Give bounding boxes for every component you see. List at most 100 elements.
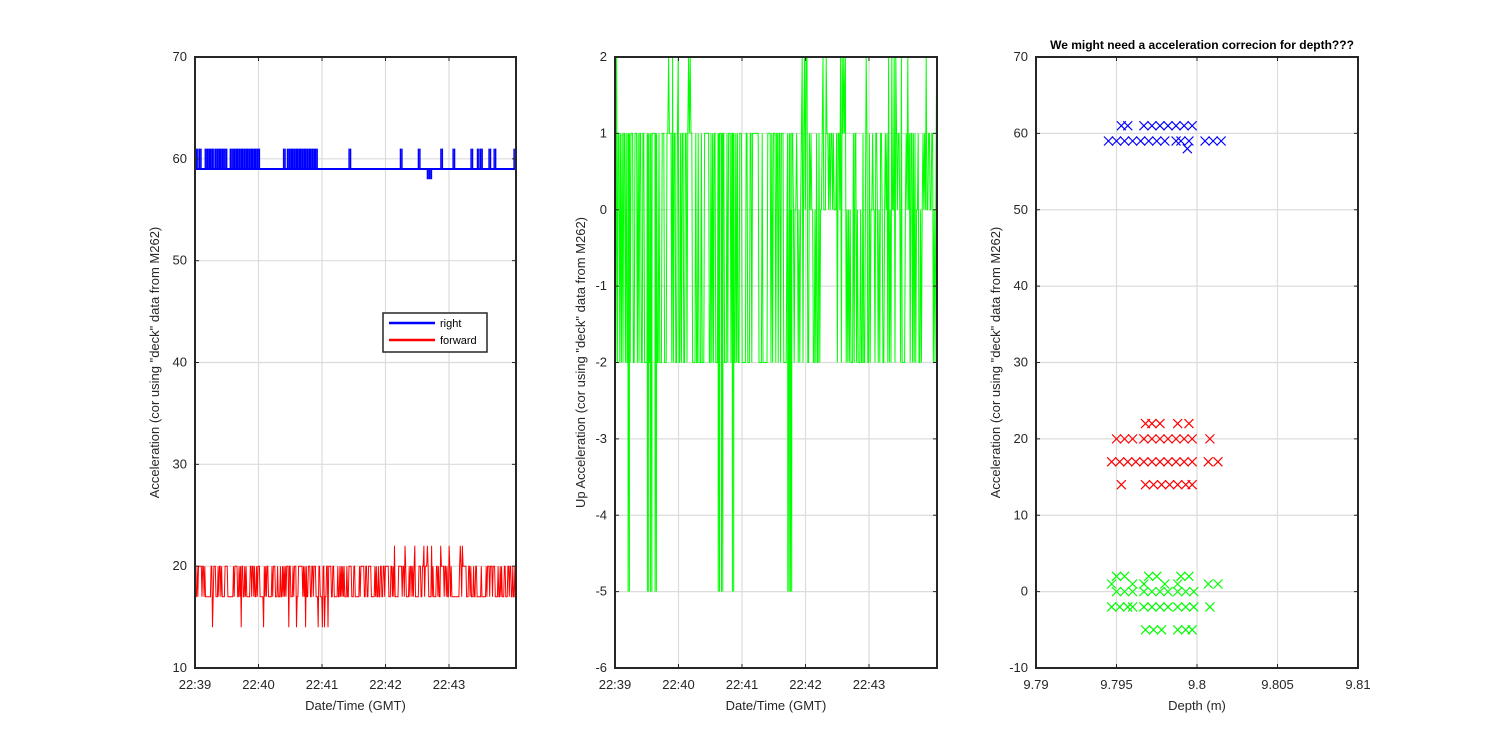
series-up-markers [1106,571,1223,635]
x-tick-label: 9.805 [1261,677,1294,692]
legend: right forward [382,312,488,353]
data-point [1163,120,1173,131]
data-point [1184,418,1194,429]
x-tick-label: 22:43 [433,677,466,692]
data-point [1127,586,1138,597]
data-point [1171,456,1181,467]
data-point [1106,579,1117,589]
data-point [1203,579,1214,589]
legend-box [382,312,488,353]
data-point [1163,586,1173,597]
data-point [1148,479,1159,490]
data-point [1204,433,1215,444]
data-point [1127,601,1138,612]
data-point [1180,586,1191,597]
data-point [1187,479,1198,490]
data-point [1163,433,1173,444]
x-tick-label: 22:40 [242,677,275,692]
data-point [1119,586,1130,597]
y-tick-label: -2 [595,355,607,370]
data-point [1188,586,1199,597]
data-point [1216,136,1227,146]
data-point [1114,456,1125,467]
data-point [1127,433,1138,444]
data-point [1148,624,1159,635]
x-axis-label: Depth (m) [1168,698,1226,713]
data-point [1188,601,1199,612]
y-tick-label: 40 [1014,278,1028,293]
data-point [1119,571,1130,582]
data-point [1111,433,1122,444]
data-point [1155,586,1165,597]
data-point [1143,571,1154,582]
data-point [1182,143,1193,154]
data-point [1172,418,1183,429]
acceleration-time-plot: right forward 10 20 30 40 50 60 70 22:39 22:40 22:4… [147,49,517,713]
data-point [1164,479,1175,490]
y-tick-label: 70 [1014,49,1028,64]
series-up-line [614,56,938,592]
data-point [1138,456,1149,467]
up-acceleration-time-plot: -6 -5 -4 -3 -2 -1 0 1 2 22:39 22:40 22:41 22:42 22:43… [573,49,938,713]
data-point [1111,586,1122,597]
data-point [1171,120,1181,131]
plot-data [1103,120,1227,635]
data-point [1119,433,1130,444]
data-point [1146,601,1157,612]
plot-data [195,148,517,628]
data-point [1116,479,1127,490]
y-tick-label: 20 [173,558,187,573]
data-point [1180,601,1191,612]
data-point [1208,136,1219,146]
y-tick-label: 20 [1014,431,1028,446]
x-axis-label: Date/Time (GMT) [726,698,827,713]
data-point [1138,433,1149,444]
y-tick-label: 2 [600,49,607,64]
y-tick-label: 10 [173,660,187,675]
y-tick-label: -6 [595,660,607,675]
data-point [1103,136,1114,146]
chart-title: We might need a acceleration correcion f… [1050,38,1354,52]
series-forward-line [195,545,517,628]
data-point [1122,120,1133,131]
y-tick-label: 50 [1014,202,1028,217]
data-point [1155,120,1165,131]
data-point [1159,136,1170,146]
x-tick-label: 22:41 [726,677,759,692]
data-point [1122,601,1133,612]
data-point [1155,456,1165,467]
data-point [1111,571,1122,582]
data-point [1119,136,1130,146]
data-point [1138,579,1149,589]
x-tick-label: 22:41 [306,677,339,692]
x-tick-label: 22:39 [179,677,212,692]
data-point [1172,624,1183,635]
data-point [1146,456,1157,467]
x-tick-label: 22:39 [599,677,632,692]
data-point [1213,579,1223,589]
y-tick-label: 1 [600,125,607,140]
data-point [1200,136,1210,146]
data-point [1175,571,1186,582]
data-point [1172,601,1183,612]
data-point [1204,601,1215,612]
data-point [1156,479,1167,490]
data-point [1213,456,1223,467]
data-point [1122,456,1133,467]
data-point [1146,586,1157,597]
acceleration-depth-plot: -10 0 10 20 30 40 50 60 70 9.79 9.795 9.8 9.805 9.81 D… [988,38,1371,713]
y-tick-label: 30 [173,456,187,471]
data-point [1187,624,1198,635]
legend-label-right: right [440,318,461,330]
y-tick-label: -4 [595,507,607,522]
data-point [1138,601,1149,612]
data-point [1155,601,1165,612]
y-tick-label: 60 [1014,125,1028,140]
y-tick-label: 70 [173,49,187,64]
data-point [1156,624,1167,635]
data-point [1106,456,1117,467]
y-tick-label: -1 [595,278,607,293]
data-point [1163,601,1173,612]
x-tick-label: 22:42 [369,677,402,692]
